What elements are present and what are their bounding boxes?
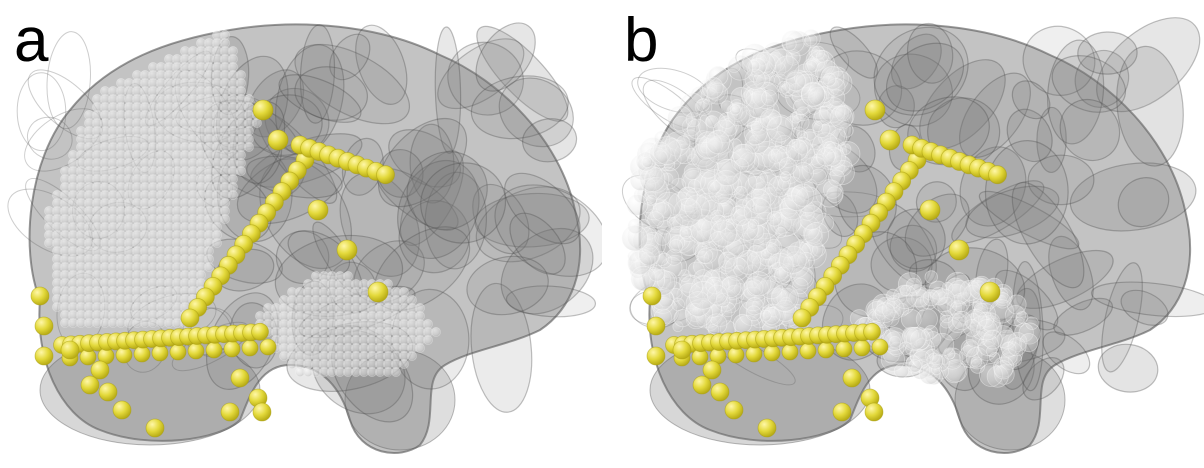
brain-render-b bbox=[621, 17, 1204, 454]
electrode-contact bbox=[267, 129, 289, 151]
electrode-contact bbox=[205, 341, 223, 359]
electrode-contact bbox=[642, 286, 662, 306]
electrode-contact bbox=[169, 343, 187, 361]
electrode-contact bbox=[692, 375, 712, 395]
electrode-contact bbox=[863, 322, 881, 341]
electrode-contact bbox=[241, 339, 259, 357]
electrode-contact bbox=[817, 341, 835, 359]
electrode-contact bbox=[307, 199, 329, 221]
electrode-contact bbox=[112, 400, 132, 420]
electrode-contact bbox=[145, 418, 165, 438]
electrode-contact bbox=[252, 402, 272, 422]
figure-panel-a: a bbox=[7, 6, 602, 454]
electrode-contact bbox=[34, 346, 54, 366]
electrode-contact bbox=[710, 382, 730, 402]
electrode-contact bbox=[864, 99, 886, 121]
electrode-contact bbox=[672, 340, 692, 360]
electrode-contact bbox=[80, 375, 100, 395]
electrode-contact bbox=[367, 281, 389, 303]
electrode-contact bbox=[30, 286, 50, 306]
electrode-contact bbox=[646, 346, 666, 366]
electrode-contact bbox=[223, 340, 241, 358]
electrode-contact bbox=[60, 340, 80, 360]
electrode-contact bbox=[90, 360, 110, 380]
electrode-contact bbox=[252, 99, 274, 121]
electrode-contact bbox=[251, 322, 269, 341]
electrode-contact bbox=[646, 316, 666, 336]
electrode-contact bbox=[763, 344, 781, 362]
electrode-contact bbox=[853, 339, 871, 357]
panel-label-b: b bbox=[624, 6, 659, 75]
electrode-contact bbox=[832, 402, 852, 422]
figure-panel-b: b bbox=[610, 0, 1204, 468]
region-spheres bbox=[621, 29, 1041, 388]
electrode-contact bbox=[879, 129, 901, 151]
electrode-contact bbox=[98, 382, 118, 402]
electrode-contact bbox=[919, 199, 941, 221]
electrode-contact bbox=[187, 342, 205, 360]
electrode-contact bbox=[781, 343, 799, 361]
electrode-contact bbox=[151, 344, 169, 362]
electrode-contact bbox=[34, 316, 54, 336]
electrode-contact bbox=[792, 308, 812, 328]
brain-render-a bbox=[7, 22, 602, 454]
electrode-contact bbox=[336, 239, 358, 261]
electrode-contact bbox=[724, 400, 744, 420]
electrode-contact bbox=[180, 308, 200, 328]
electrode-contact bbox=[842, 368, 862, 388]
region-spheres bbox=[44, 30, 441, 377]
electrode-array bbox=[642, 99, 1007, 438]
electrode-contact bbox=[799, 342, 817, 360]
electrode-array bbox=[30, 99, 395, 438]
electrode-contact bbox=[979, 281, 1001, 303]
electrode-contact bbox=[259, 338, 277, 356]
electrode-contact bbox=[220, 402, 240, 422]
panel-label-a: a bbox=[14, 6, 49, 75]
electrode-contact bbox=[988, 165, 1007, 185]
electrode-contact bbox=[864, 402, 884, 422]
electrode-contact bbox=[835, 340, 853, 358]
electrode-contact bbox=[230, 368, 250, 388]
electrode-contact bbox=[702, 360, 722, 380]
electrode-contact bbox=[871, 338, 889, 356]
electrode-contact bbox=[757, 418, 777, 438]
electrode-contact bbox=[376, 165, 395, 185]
electrode-contact bbox=[948, 239, 970, 261]
